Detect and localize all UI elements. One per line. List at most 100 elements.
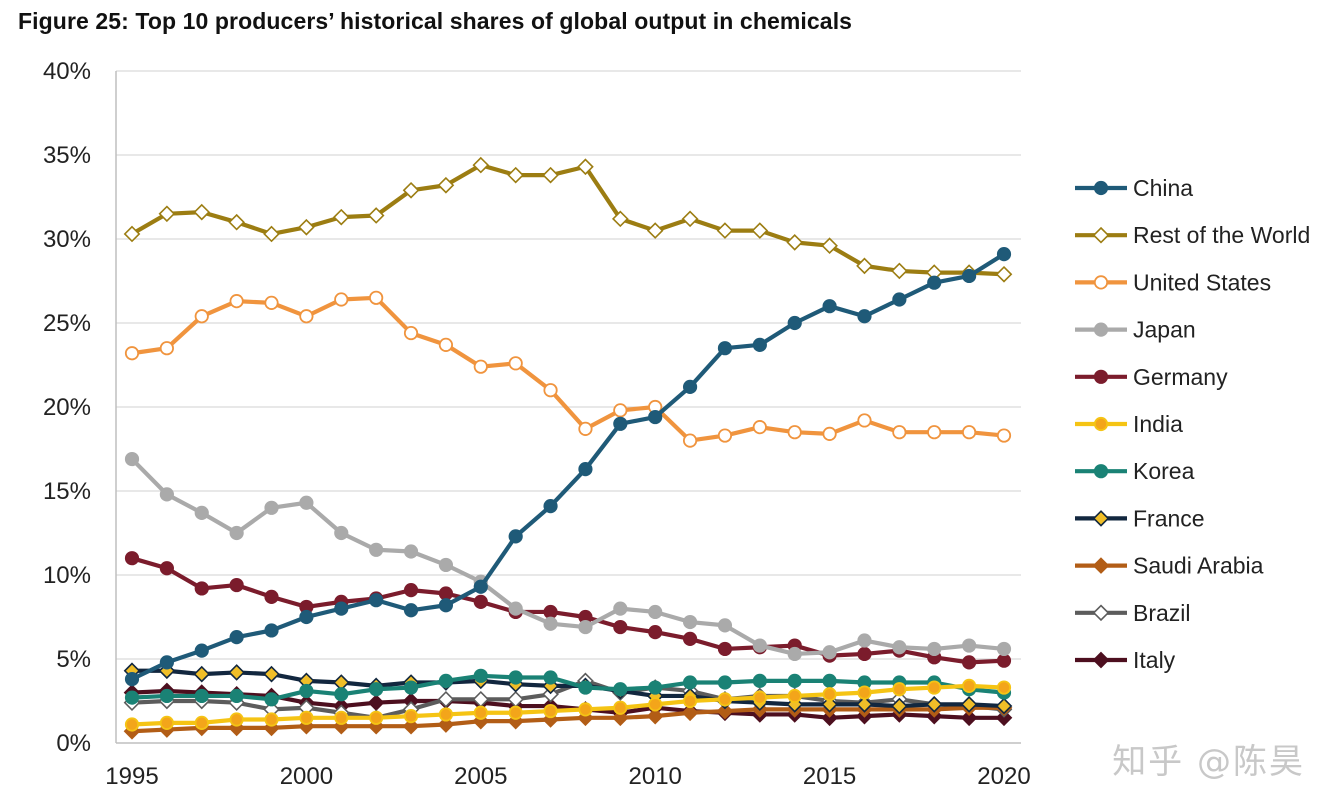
- y-tick-label: 25%: [43, 310, 91, 337]
- data-point: [369, 682, 384, 697]
- data-point: [438, 337, 454, 352]
- legend-item-united-states: United States: [1075, 269, 1271, 295]
- y-tick-label: 10%: [43, 562, 91, 589]
- legend-swatch-marker: [1092, 604, 1110, 622]
- data-point: [821, 237, 838, 255]
- data-point: [334, 710, 349, 725]
- data-point: [193, 665, 211, 683]
- legend-swatch-marker: [1092, 510, 1110, 527]
- x-tick-label: 2000: [280, 763, 333, 790]
- data-point: [543, 616, 558, 631]
- x-tick-label: 2020: [977, 763, 1030, 790]
- legend-item-saudi-arabia: Saudi Arabia: [1075, 553, 1264, 579]
- data-point: [613, 403, 628, 418]
- data-point: [995, 265, 1013, 283]
- data-point: [682, 693, 698, 709]
- y-tick-label: 5%: [56, 646, 91, 673]
- data-point: [682, 614, 698, 630]
- data-point: [786, 234, 804, 251]
- data-point: [857, 309, 872, 324]
- data-point: [613, 700, 628, 715]
- legend-item-japan: Japan: [1075, 317, 1196, 343]
- data-point: [857, 633, 872, 648]
- data-point: [962, 268, 977, 284]
- data-point: [717, 618, 733, 633]
- data-point: [367, 717, 385, 735]
- legend-label: Brazil: [1133, 600, 1191, 626]
- data-point: [194, 581, 209, 596]
- series-layer: [123, 156, 1013, 740]
- data-point: [508, 529, 523, 544]
- data-point: [403, 709, 419, 724]
- data-point: [577, 709, 594, 727]
- data-point: [682, 675, 698, 690]
- legend-swatch-marker: [1093, 180, 1109, 196]
- data-point: [717, 428, 733, 443]
- legend-item-korea: Korea: [1075, 458, 1195, 484]
- legend-swatch-marker: [1093, 322, 1109, 337]
- data-point: [682, 631, 698, 646]
- data-point: [367, 694, 385, 712]
- data-point: [473, 668, 488, 683]
- legend-label: United States: [1133, 269, 1271, 295]
- data-point: [508, 705, 523, 720]
- data-point: [263, 225, 280, 243]
- data-point: [577, 158, 594, 176]
- data-point: [996, 680, 1012, 695]
- data-point: [263, 665, 280, 683]
- data-point: [892, 640, 907, 655]
- data-point: [543, 703, 558, 719]
- data-point: [648, 409, 663, 425]
- data-point: [752, 337, 767, 352]
- data-point: [158, 205, 176, 223]
- data-point: [542, 685, 559, 703]
- data-point: [787, 673, 802, 688]
- data-point: [437, 716, 455, 733]
- data-point: [159, 561, 174, 576]
- data-point: [717, 641, 733, 657]
- data-point: [194, 715, 209, 730]
- legend-swatch-marker: [1092, 557, 1110, 574]
- y-tick-label: 20%: [43, 394, 91, 421]
- legend-swatch-marker: [1093, 416, 1109, 432]
- y-tick-label: 40%: [43, 58, 91, 85]
- data-point: [334, 687, 349, 702]
- watermark: 知乎 @陈昊: [1112, 742, 1305, 782]
- series-line-rest-of-the-world: [130, 162, 1005, 277]
- data-point: [438, 586, 454, 601]
- x-tick-label: 2015: [803, 763, 856, 790]
- data-point: [124, 551, 140, 566]
- data-point: [299, 609, 314, 625]
- data-point: [996, 653, 1012, 668]
- y-tick-label: 35%: [43, 142, 91, 169]
- data-point: [473, 359, 488, 374]
- data-point: [543, 383, 558, 398]
- data-point: [473, 594, 488, 609]
- data-point: [473, 705, 488, 720]
- data-point: [578, 462, 593, 477]
- legend-label: China: [1133, 175, 1193, 201]
- data-point: [857, 685, 872, 700]
- legend-label: Germany: [1133, 364, 1228, 390]
- data-point: [648, 625, 663, 640]
- series-germany: [124, 551, 1012, 670]
- data-point: [821, 696, 838, 713]
- data-point: [960, 696, 978, 713]
- data-point: [334, 601, 349, 616]
- data-point: [402, 181, 420, 199]
- legend-swatch-marker: [1093, 275, 1109, 290]
- data-point: [717, 675, 733, 690]
- data-point: [962, 678, 977, 693]
- data-point: [996, 428, 1012, 443]
- data-point: [403, 583, 419, 598]
- series-korea: [124, 668, 1012, 707]
- legend-label: Saudi Arabia: [1133, 553, 1264, 579]
- data-point: [856, 257, 873, 275]
- series-united-states: [124, 290, 1012, 448]
- data-point: [438, 673, 454, 688]
- series-india: [124, 678, 1012, 732]
- data-point: [299, 309, 314, 324]
- data-point: [159, 341, 174, 356]
- data-point: [891, 262, 908, 280]
